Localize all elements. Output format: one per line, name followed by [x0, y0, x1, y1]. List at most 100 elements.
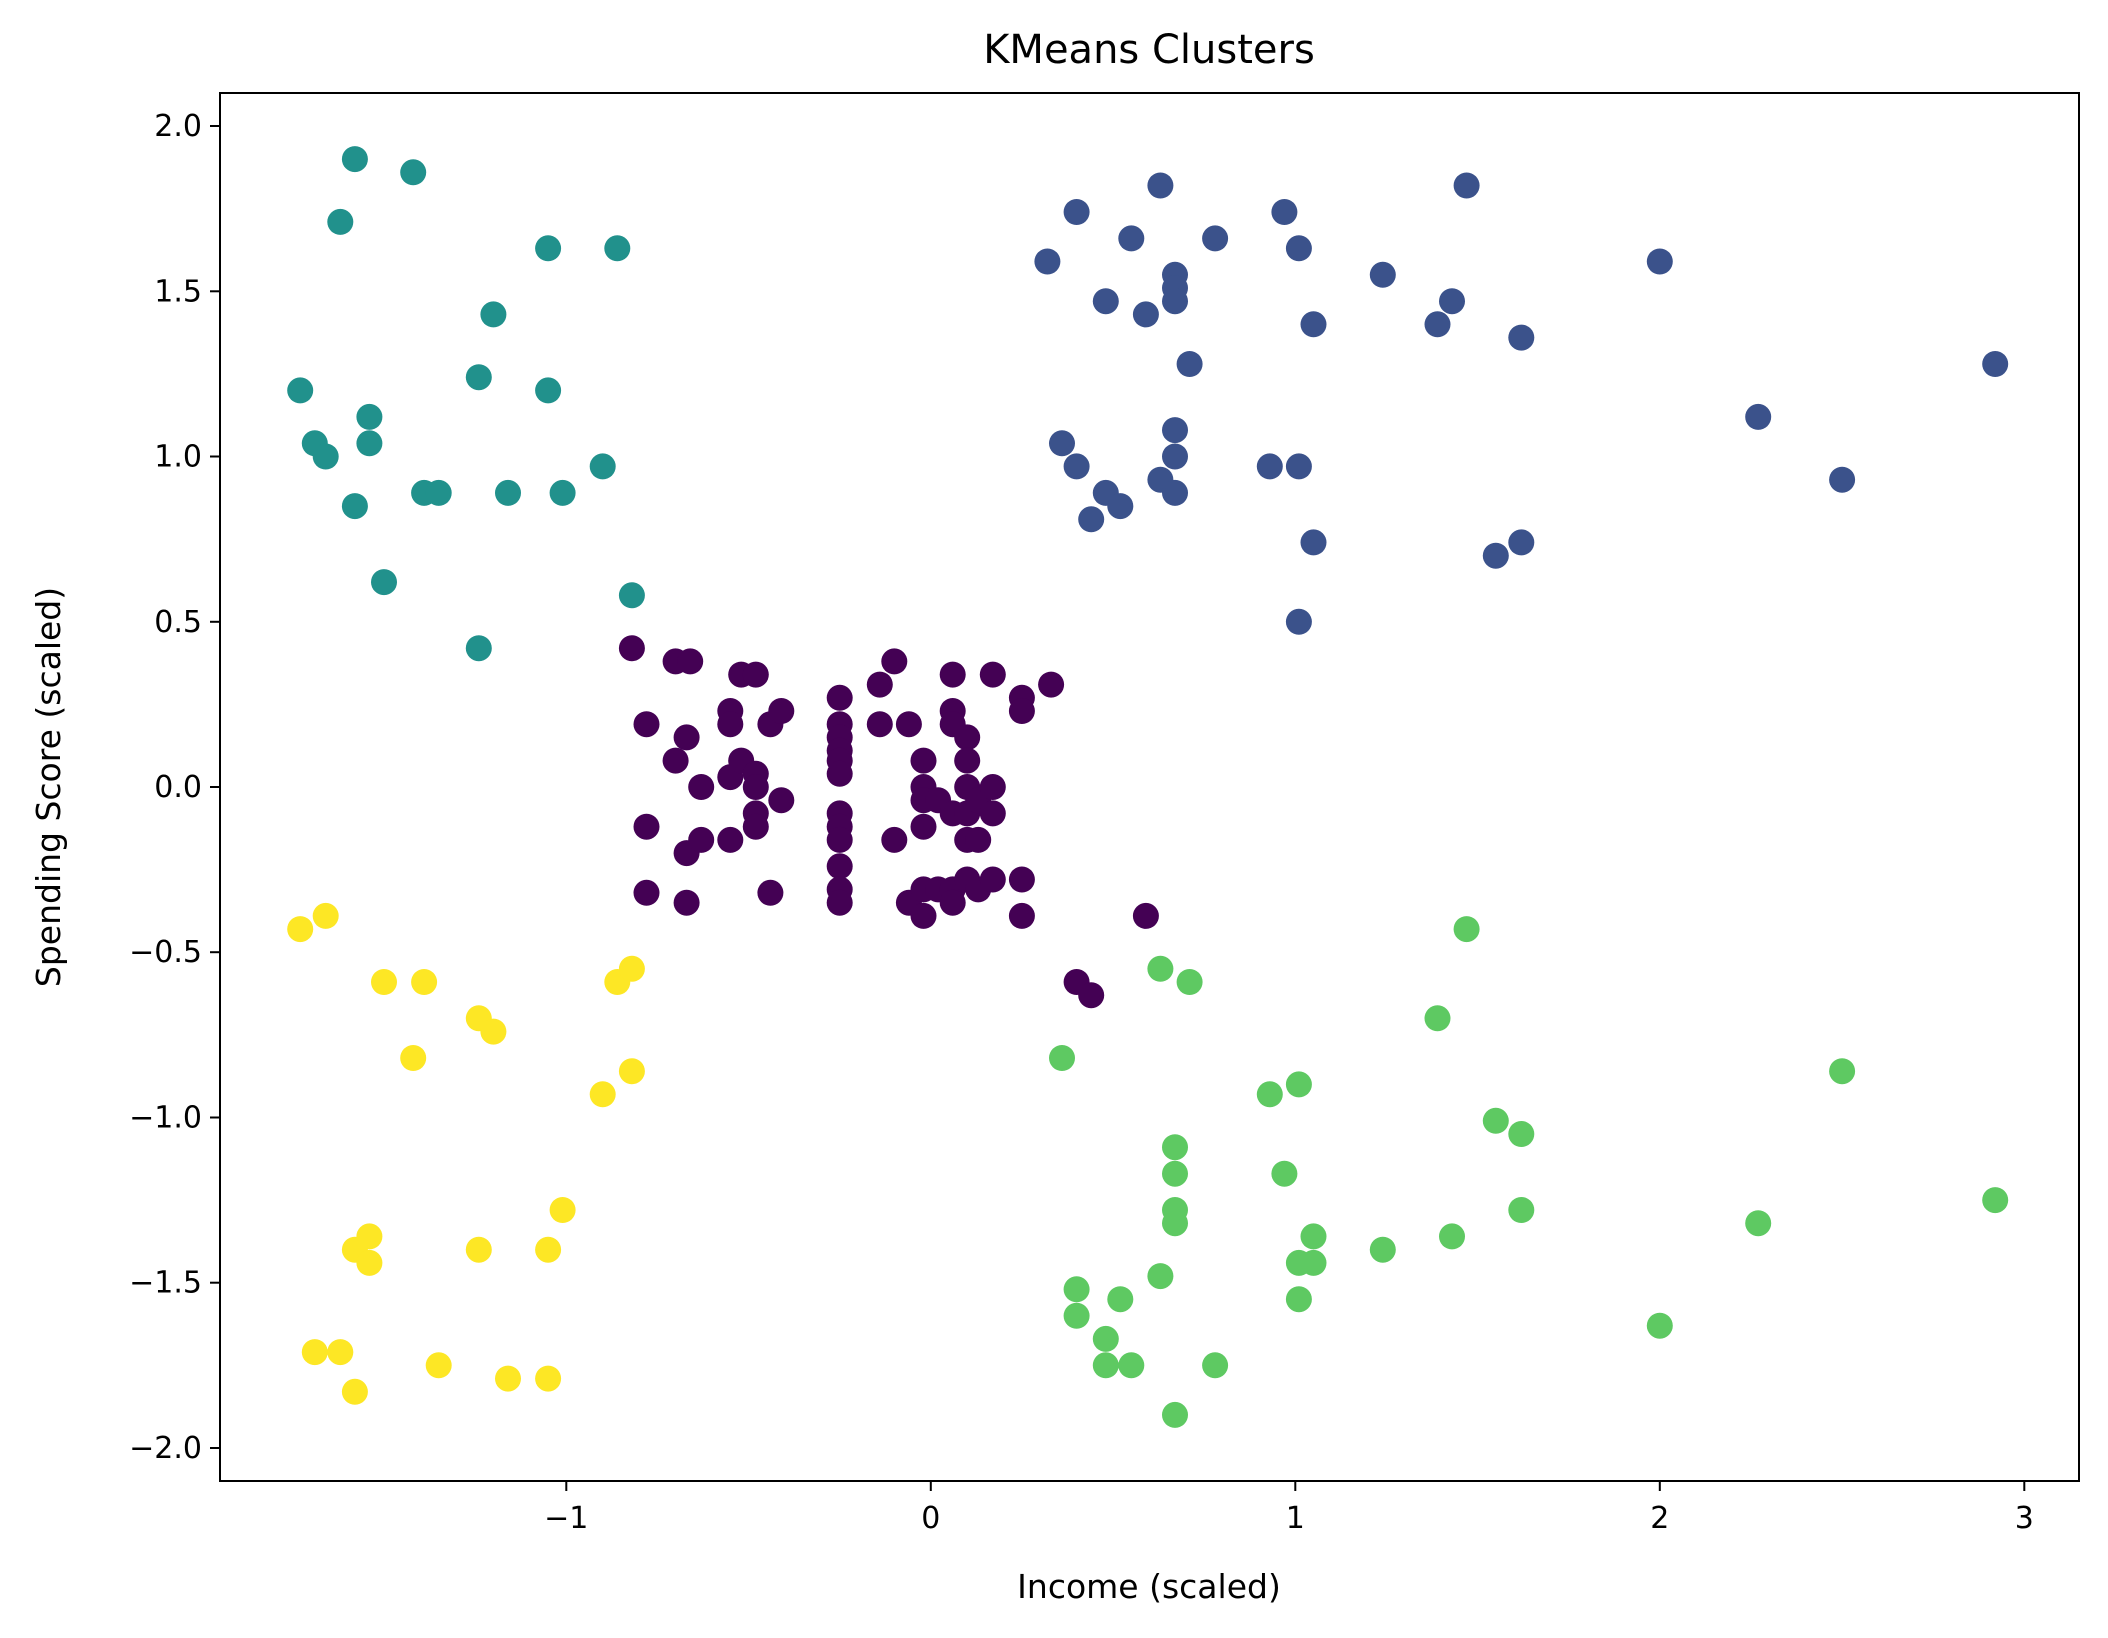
data-point [1646, 1312, 1673, 1339]
data-point [1049, 1045, 1075, 1071]
data-point [465, 364, 492, 391]
data-point [604, 235, 631, 262]
data-point [301, 1339, 328, 1366]
data-point [341, 1378, 368, 1405]
data-point [1745, 1210, 1772, 1237]
data-point [1118, 1352, 1145, 1379]
data-point [673, 889, 700, 916]
data-point [1982, 351, 2009, 377]
data-point [910, 813, 937, 840]
data-point [826, 853, 853, 880]
data-point [1745, 403, 1772, 430]
data-point [939, 889, 966, 916]
chart-title: KMeans Clusters [983, 27, 1315, 73]
data-point [1439, 288, 1465, 315]
data-point [1063, 1302, 1090, 1329]
data-point [400, 159, 427, 186]
data-point [910, 747, 937, 774]
data-point [1439, 1223, 1465, 1250]
data-point [1147, 1263, 1174, 1290]
data-point [979, 661, 1006, 688]
data-point [1271, 1160, 1298, 1187]
data-point [742, 661, 769, 688]
data-point [1508, 324, 1535, 351]
data-point [677, 648, 704, 675]
data-point [1049, 430, 1075, 457]
data-point [1162, 1210, 1188, 1237]
data-point [633, 879, 660, 906]
data-point [1008, 698, 1035, 724]
data-point [979, 866, 1006, 893]
data-point [589, 1081, 616, 1108]
data-point [549, 479, 576, 506]
data-point [1078, 982, 1105, 1009]
data-point [768, 787, 795, 814]
data-point [535, 1365, 562, 1392]
data-point [1256, 1081, 1283, 1108]
data-point [881, 826, 908, 853]
data-point [618, 1058, 645, 1085]
data-point [1063, 199, 1090, 225]
data-point [341, 146, 368, 173]
data-point [866, 711, 893, 738]
data-point [1285, 1071, 1312, 1098]
data-point [1092, 1325, 1119, 1352]
data-point [1162, 443, 1188, 470]
data-point [965, 826, 992, 853]
data-point [1038, 671, 1065, 698]
x-tick-label: −1 [544, 1501, 588, 1536]
data-point [465, 1236, 492, 1263]
data-point [535, 1236, 562, 1263]
data-point [356, 403, 383, 430]
data-point [356, 430, 383, 457]
y-tick-label: 0.0 [154, 770, 202, 805]
data-point [688, 774, 715, 800]
data-point [1008, 902, 1035, 929]
data-point [356, 1249, 383, 1276]
data-point [1646, 248, 1673, 275]
y-tick-label: −1.0 [129, 1101, 202, 1136]
y-tick-label: −1.5 [129, 1266, 202, 1301]
data-point [662, 747, 689, 774]
data-point [535, 235, 562, 262]
data-point [1107, 1286, 1134, 1313]
data-point [1285, 235, 1312, 262]
data-point [1147, 955, 1174, 982]
data-point [1132, 902, 1159, 929]
y-tick-label: 0.5 [154, 605, 202, 640]
data-point [480, 301, 507, 328]
data-point [1424, 311, 1451, 338]
data-point [910, 902, 937, 929]
data-point [327, 208, 354, 235]
data-point [633, 813, 660, 840]
data-point [1162, 1134, 1188, 1161]
data-point [400, 1045, 427, 1071]
data-point [768, 698, 795, 724]
data-point [1147, 172, 1174, 199]
data-point [312, 443, 339, 470]
data-point [742, 813, 769, 840]
data-point [826, 826, 853, 853]
data-point [954, 747, 981, 774]
data-point [287, 916, 314, 943]
data-point [327, 1339, 354, 1366]
data-point [1982, 1187, 2009, 1214]
data-point [826, 760, 853, 787]
data-point [618, 955, 645, 982]
data-point [1300, 529, 1327, 556]
data-point [1508, 529, 1535, 556]
data-point [287, 377, 314, 404]
data-point [742, 774, 769, 800]
points-layer [287, 146, 2009, 1428]
data-point [1271, 199, 1298, 225]
data-point [425, 479, 452, 506]
x-tick-label: 0 [921, 1501, 940, 1536]
data-point [1482, 542, 1509, 569]
data-point [1008, 866, 1035, 893]
data-point [1829, 466, 1856, 493]
data-point [1453, 916, 1480, 943]
data-point [495, 1365, 521, 1392]
data-point [1300, 311, 1327, 338]
data-point [1202, 225, 1229, 252]
